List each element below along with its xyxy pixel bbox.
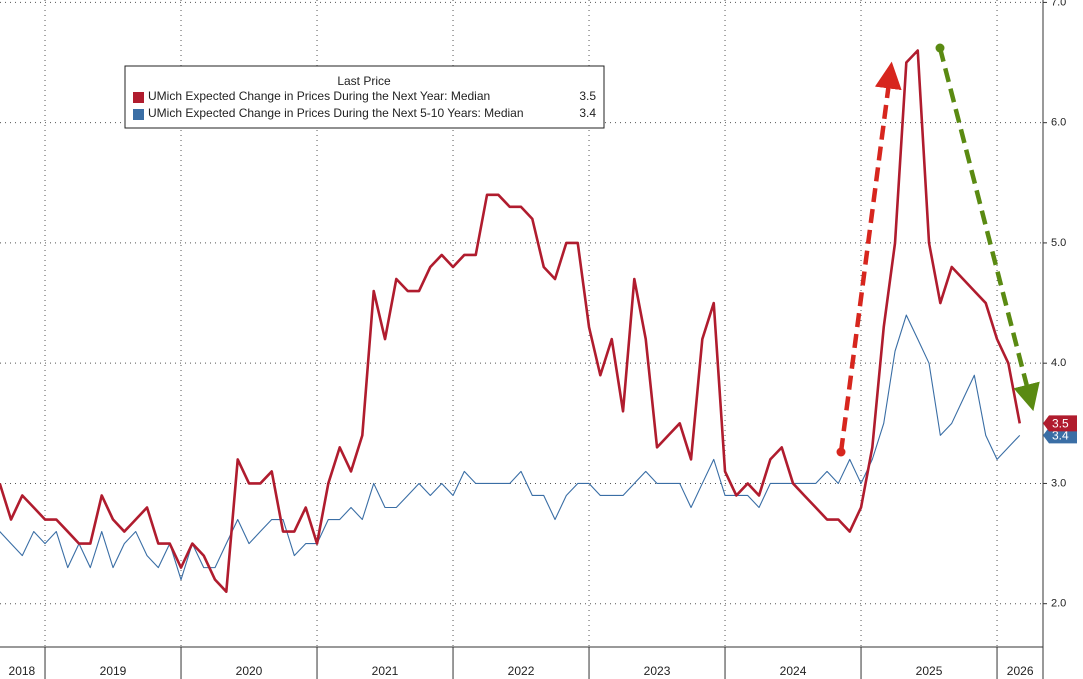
last-value-label: 3.5 — [1052, 416, 1069, 430]
y-tick-label: 4.0 — [1051, 357, 1066, 369]
legend-box — [124, 65, 605, 129]
y-tick-label: 3.0 — [1051, 477, 1066, 489]
x-tick-label: 2022 — [508, 664, 535, 678]
series — [0, 49, 1022, 593]
up-arrow — [838, 61, 902, 453]
x-tick-label: 2025 — [916, 664, 943, 678]
x-tick-label: 2021 — [372, 664, 399, 678]
legend-swatch — [133, 109, 144, 120]
x-tick-label: 2018 — [9, 664, 36, 678]
x-tick-label: 2020 — [236, 664, 263, 678]
x-tick-label: 2023 — [644, 664, 671, 678]
legend-value: 3.4 — [579, 106, 596, 120]
last-value-label: 3.4 — [1052, 429, 1069, 443]
y-tick-label: 2.0 — [1051, 598, 1066, 610]
y-tick-label: 6.0 — [1051, 117, 1066, 129]
y-tick-label: 5.0 — [1051, 237, 1066, 249]
last-value-badge — [1043, 415, 1077, 432]
legend-title: Last Price — [337, 74, 391, 88]
down-arrow — [937, 47, 1040, 412]
x-tick-label: 2019 — [100, 664, 127, 678]
last-value-badge — [1043, 427, 1077, 444]
legend: Last Price UMich Expected Change in Pric… — [124, 65, 605, 129]
x-tick-label: 2024 — [780, 664, 807, 678]
legend-label: UMich Expected Change in Prices During t… — [148, 89, 490, 103]
legend-label: UMich Expected Change in Prices During t… — [148, 106, 524, 120]
legend-swatch — [133, 92, 144, 103]
y-tick-label: 7.0 — [1051, 0, 1066, 8]
series-line — [0, 49, 1022, 593]
series-line — [0, 314, 1021, 581]
annotation-arrows — [836, 43, 1040, 457]
legend-value: 3.5 — [579, 89, 596, 103]
x-tick-label: 2026 — [1007, 664, 1034, 678]
